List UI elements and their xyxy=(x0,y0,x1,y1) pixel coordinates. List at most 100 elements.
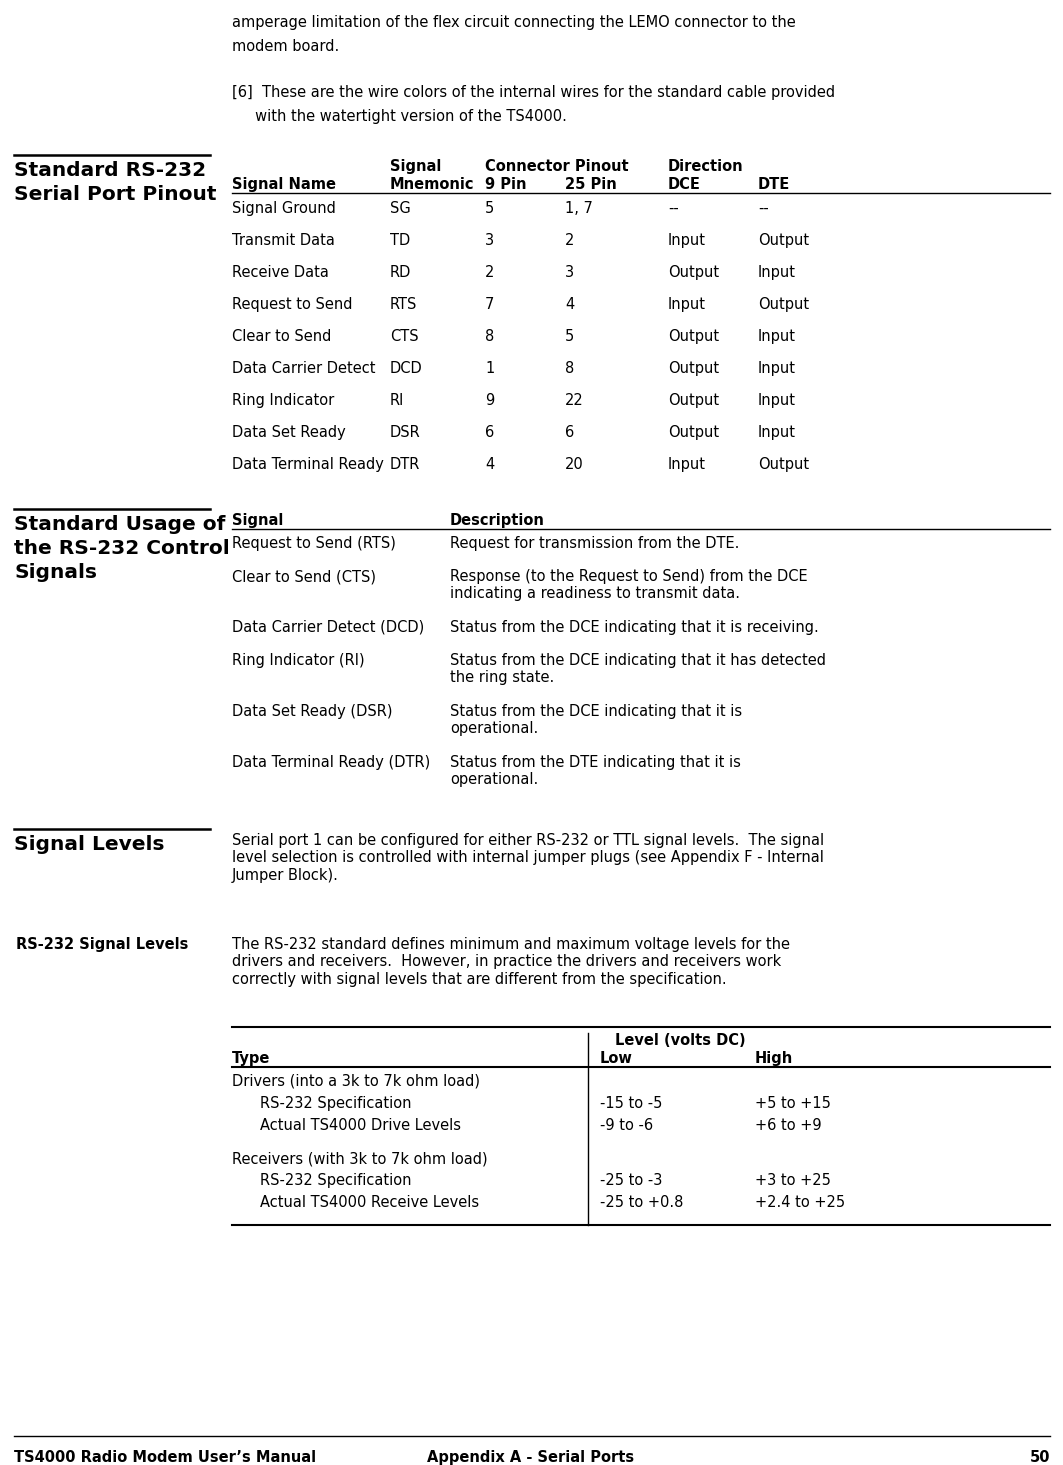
Text: Drivers (into a 3k to 7k ohm load): Drivers (into a 3k to 7k ohm load) xyxy=(232,1074,480,1088)
Text: Signals: Signals xyxy=(14,563,97,582)
Text: Direction: Direction xyxy=(668,160,744,174)
Text: 3: 3 xyxy=(566,265,574,280)
Text: Input: Input xyxy=(758,330,796,344)
Text: Receivers (with 3k to 7k ohm load): Receivers (with 3k to 7k ohm load) xyxy=(232,1151,488,1166)
Text: RS-232 Specification: RS-232 Specification xyxy=(260,1096,411,1110)
Text: --: -- xyxy=(668,201,679,215)
Text: 1: 1 xyxy=(485,360,494,377)
Text: 5: 5 xyxy=(485,201,494,215)
Text: Output: Output xyxy=(668,265,720,280)
Text: Standard Usage of: Standard Usage of xyxy=(14,516,225,535)
Text: Low: Low xyxy=(600,1050,632,1067)
Text: Actual TS4000 Receive Levels: Actual TS4000 Receive Levels xyxy=(260,1195,479,1210)
Text: Request for transmission from the DTE.: Request for transmission from the DTE. xyxy=(450,536,740,551)
Text: 50: 50 xyxy=(1029,1450,1050,1465)
Text: Level (volts DC): Level (volts DC) xyxy=(615,1033,745,1047)
Text: DCD: DCD xyxy=(390,360,423,377)
Text: DCE: DCE xyxy=(668,177,701,192)
Text: Appendix A - Serial Ports: Appendix A - Serial Ports xyxy=(427,1450,635,1465)
Text: Data Set Ready (DSR): Data Set Ready (DSR) xyxy=(232,705,392,719)
Text: Status from the DCE indicating that it has detected
the ring state.: Status from the DCE indicating that it h… xyxy=(450,653,826,686)
Text: Data Carrier Detect: Data Carrier Detect xyxy=(232,360,375,377)
Text: Connector Pinout: Connector Pinout xyxy=(485,160,628,174)
Text: Output: Output xyxy=(758,297,809,312)
Text: Clear to Send (CTS): Clear to Send (CTS) xyxy=(232,568,376,585)
Text: Status from the DCE indicating that it is
operational.: Status from the DCE indicating that it i… xyxy=(450,705,742,737)
Text: +2.4 to +25: +2.4 to +25 xyxy=(755,1195,845,1210)
Text: Request to Send (RTS): Request to Send (RTS) xyxy=(232,536,395,551)
Text: Input: Input xyxy=(758,393,796,407)
Text: Data Terminal Ready: Data Terminal Ready xyxy=(232,457,384,472)
Text: -25 to -3: -25 to -3 xyxy=(600,1173,662,1188)
Text: Data Set Ready: Data Set Ready xyxy=(232,425,345,440)
Text: Serial Port Pinout: Serial Port Pinout xyxy=(14,185,217,204)
Text: 2: 2 xyxy=(566,233,574,248)
Text: Description: Description xyxy=(450,513,545,527)
Text: 20: 20 xyxy=(566,457,584,472)
Text: SG: SG xyxy=(390,201,410,215)
Text: High: High xyxy=(755,1050,793,1067)
Text: RS-232 Signal Levels: RS-232 Signal Levels xyxy=(16,938,188,952)
Text: Input: Input xyxy=(758,360,796,377)
Text: Input: Input xyxy=(668,297,706,312)
Text: 6: 6 xyxy=(566,425,574,440)
Text: Actual TS4000 Drive Levels: Actual TS4000 Drive Levels xyxy=(260,1118,461,1132)
Text: 25 Pin: 25 Pin xyxy=(566,177,617,192)
Text: RS-232 Specification: RS-232 Specification xyxy=(260,1173,411,1188)
Text: --: -- xyxy=(758,201,769,215)
Text: Signal Levels: Signal Levels xyxy=(14,835,165,854)
Text: Clear to Send: Clear to Send xyxy=(232,330,332,344)
Text: Signal Ground: Signal Ground xyxy=(232,201,336,215)
Text: modem board.: modem board. xyxy=(232,40,339,54)
Text: TS4000 Radio Modem User’s Manual: TS4000 Radio Modem User’s Manual xyxy=(14,1450,316,1465)
Text: Output: Output xyxy=(668,425,720,440)
Text: -9 to -6: -9 to -6 xyxy=(600,1118,653,1132)
Text: Request to Send: Request to Send xyxy=(232,297,353,312)
Text: Data Carrier Detect (DCD): Data Carrier Detect (DCD) xyxy=(232,620,424,634)
Text: Input: Input xyxy=(758,425,796,440)
Text: Data Terminal Ready (DTR): Data Terminal Ready (DTR) xyxy=(232,754,431,771)
Text: TD: TD xyxy=(390,233,410,248)
Text: +5 to +15: +5 to +15 xyxy=(755,1096,831,1110)
Text: 4: 4 xyxy=(485,457,494,472)
Text: -25 to +0.8: -25 to +0.8 xyxy=(600,1195,684,1210)
Text: Input: Input xyxy=(758,265,796,280)
Text: 8: 8 xyxy=(566,360,574,377)
Text: DTR: DTR xyxy=(390,457,420,472)
Text: Serial port 1 can be configured for either RS-232 or TTL signal levels.  The sig: Serial port 1 can be configured for eith… xyxy=(232,834,824,883)
Text: Signal Name: Signal Name xyxy=(232,177,336,192)
Text: The RS-232 standard defines minimum and maximum voltage levels for the
drivers a: The RS-232 standard defines minimum and … xyxy=(232,938,790,987)
Text: DSR: DSR xyxy=(390,425,421,440)
Text: 9 Pin: 9 Pin xyxy=(485,177,526,192)
Text: Mnemonic: Mnemonic xyxy=(390,177,474,192)
Text: Output: Output xyxy=(668,330,720,344)
Text: RTS: RTS xyxy=(390,297,418,312)
Text: Standard RS-232: Standard RS-232 xyxy=(14,161,206,180)
Text: Status from the DTE indicating that it is
operational.: Status from the DTE indicating that it i… xyxy=(450,754,741,787)
Text: amperage limitation of the flex circuit connecting the LEMO connector to the: amperage limitation of the flex circuit … xyxy=(232,15,796,29)
Text: Receive Data: Receive Data xyxy=(232,265,328,280)
Text: Output: Output xyxy=(758,457,809,472)
Text: +6 to +9: +6 to +9 xyxy=(755,1118,822,1132)
Text: RI: RI xyxy=(390,393,404,407)
Text: Response (to the Request to Send) from the DCE
indicating a readiness to transmi: Response (to the Request to Send) from t… xyxy=(450,568,808,602)
Text: 22: 22 xyxy=(566,393,584,407)
Text: -15 to -5: -15 to -5 xyxy=(600,1096,662,1110)
Text: Input: Input xyxy=(668,457,706,472)
Text: Transmit Data: Transmit Data xyxy=(232,233,335,248)
Text: Output: Output xyxy=(668,393,720,407)
Text: Output: Output xyxy=(758,233,809,248)
Text: CTS: CTS xyxy=(390,330,419,344)
Text: 9: 9 xyxy=(485,393,494,407)
Text: RD: RD xyxy=(390,265,411,280)
Text: 6: 6 xyxy=(485,425,494,440)
Text: 5: 5 xyxy=(566,330,574,344)
Text: 7: 7 xyxy=(485,297,494,312)
Text: the RS-232 Control: the RS-232 Control xyxy=(14,539,230,558)
Text: 1, 7: 1, 7 xyxy=(566,201,593,215)
Text: 8: 8 xyxy=(485,330,494,344)
Text: 2: 2 xyxy=(485,265,494,280)
Text: Input: Input xyxy=(668,233,706,248)
Text: Ring Indicator: Ring Indicator xyxy=(232,393,334,407)
Text: 3: 3 xyxy=(485,233,494,248)
